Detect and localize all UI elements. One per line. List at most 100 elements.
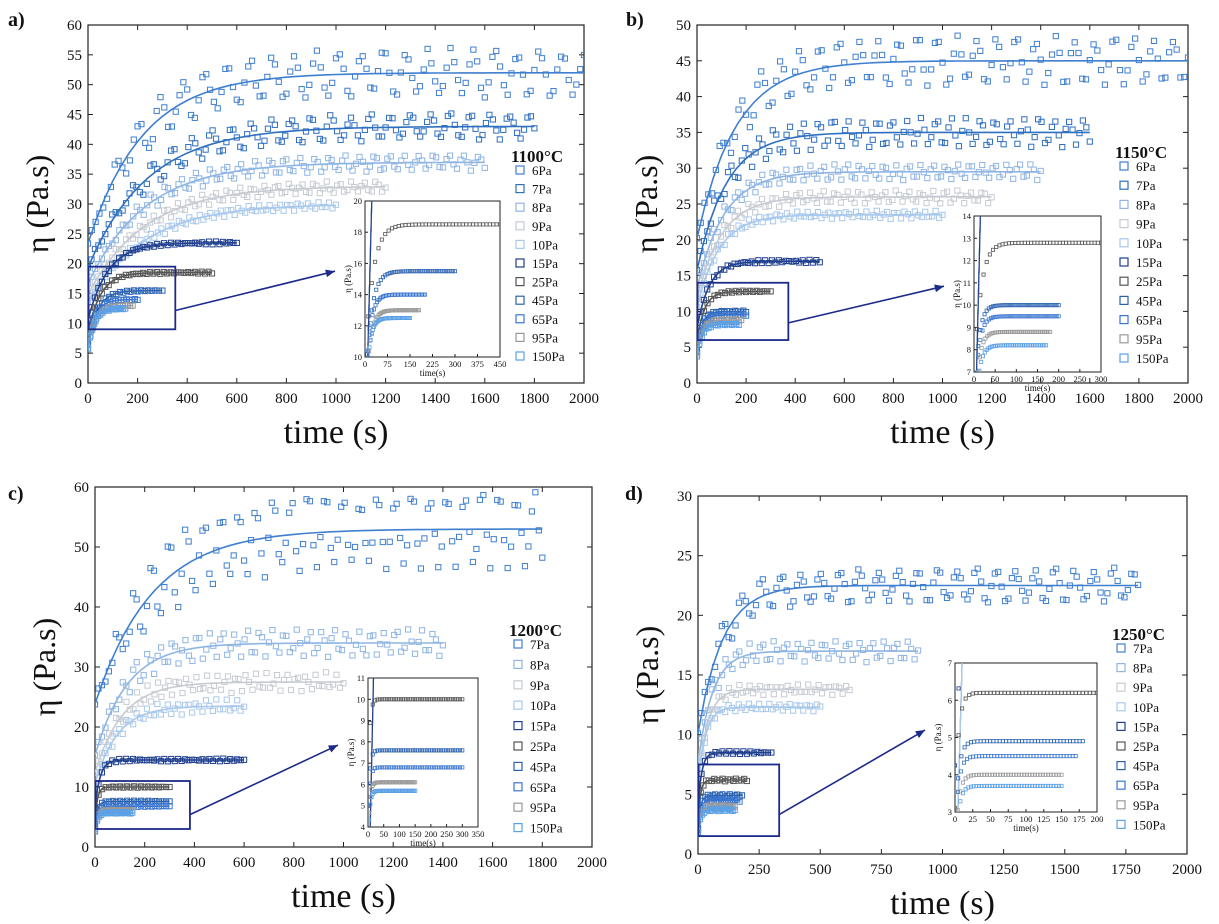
data-point-8Pa bbox=[234, 640, 241, 647]
inset-x-tick-label: 200 bbox=[1052, 374, 1065, 384]
data-point-6Pa bbox=[954, 32, 961, 39]
data-point-7Pa bbox=[848, 598, 855, 605]
inset-data-point-25Pa bbox=[383, 232, 388, 237]
data-point-9Pa bbox=[354, 188, 362, 195]
data-point-6Pa bbox=[871, 52, 878, 59]
legend-marker-icon bbox=[515, 351, 525, 361]
data-point-7Pa bbox=[330, 117, 337, 124]
inset-data-point-45Pa bbox=[375, 748, 380, 753]
data-point-8Pa bbox=[276, 169, 283, 176]
data-point-8Pa bbox=[1037, 167, 1044, 175]
data-point-7Pa bbox=[739, 592, 746, 599]
data-point-7Pa bbox=[921, 126, 928, 133]
data-point-6Pa bbox=[928, 66, 935, 73]
inset-data-point-25Pa bbox=[366, 314, 371, 319]
data-point-8Pa bbox=[872, 171, 879, 178]
data-point-7Pa bbox=[420, 128, 427, 135]
data-point-8Pa bbox=[738, 196, 745, 204]
data-point-9Pa bbox=[379, 188, 386, 195]
inset-data-point-65Pa bbox=[429, 765, 434, 770]
legend-marker-icon bbox=[1119, 219, 1129, 229]
data-point-7Pa bbox=[240, 145, 247, 152]
data-point-8Pa bbox=[328, 635, 335, 642]
inset-data-point-150Pa bbox=[369, 332, 374, 337]
data-point-9Pa bbox=[278, 190, 285, 197]
data-point-8Pa bbox=[831, 161, 838, 168]
data-point-7Pa bbox=[351, 122, 358, 129]
data-point-7Pa bbox=[532, 489, 539, 496]
data-point-7Pa bbox=[285, 120, 292, 128]
data-point-25Pa bbox=[700, 307, 708, 315]
inset-x-tick-label: 75 bbox=[383, 359, 392, 369]
legend-marker-icon bbox=[515, 258, 525, 268]
x-tick-label: 2000 bbox=[1172, 862, 1202, 878]
inset-data-point-150Pa bbox=[1043, 783, 1048, 788]
data-point-6Pa bbox=[149, 136, 156, 143]
data-point-8Pa bbox=[387, 153, 394, 160]
data-point-9Pa bbox=[207, 687, 214, 694]
data-point-9Pa bbox=[284, 671, 291, 678]
data-point-8Pa bbox=[168, 191, 175, 198]
inset-data-point-25Pa bbox=[377, 697, 382, 702]
inset-data-point-45Pa bbox=[999, 303, 1004, 308]
data-point-8Pa bbox=[845, 161, 852, 168]
panel-label: c) bbox=[8, 483, 24, 505]
data-point-10Pa bbox=[769, 218, 777, 225]
data-point-8Pa bbox=[436, 163, 443, 171]
data-point-6Pa bbox=[123, 170, 130, 177]
data-point-7Pa bbox=[340, 132, 348, 139]
inset-data-point-15Pa bbox=[1032, 606, 1035, 609]
data-point-9Pa bbox=[133, 689, 141, 696]
data-point-7Pa bbox=[790, 140, 797, 147]
x-tick-label: 200 bbox=[133, 855, 156, 871]
data-point-10Pa bbox=[168, 710, 175, 717]
inset-x-tick-label: 150 bbox=[409, 829, 422, 839]
data-point-6Pa bbox=[336, 51, 343, 58]
x-axis-label: time (s) bbox=[284, 414, 389, 451]
data-point-6Pa bbox=[405, 56, 412, 63]
data-point-7Pa bbox=[790, 598, 797, 605]
data-point-6Pa bbox=[1169, 38, 1176, 46]
inset-data-point-150Pa bbox=[1008, 783, 1013, 788]
x-tick-label: 750 bbox=[870, 862, 893, 878]
data-point-9Pa bbox=[167, 214, 175, 221]
inset-data-point-65Pa bbox=[434, 765, 439, 770]
data-point-7Pa bbox=[845, 598, 852, 606]
data-point-6Pa bbox=[195, 97, 202, 104]
data-point-8Pa bbox=[349, 652, 356, 659]
data-point-7Pa bbox=[1038, 118, 1045, 125]
inset-data-point-15Pa bbox=[1021, 606, 1024, 609]
inset-data-point-15Pa bbox=[985, 606, 988, 609]
inset-data-point-45Pa bbox=[980, 318, 985, 323]
inset-data-point-95Pa bbox=[367, 349, 372, 354]
data-point-7Pa bbox=[462, 497, 470, 504]
data-point-6Pa bbox=[466, 61, 473, 68]
inset-data-point-45Pa bbox=[396, 748, 401, 753]
data-point-8Pa bbox=[1006, 167, 1013, 174]
data-point-8Pa bbox=[418, 627, 426, 634]
legend-marker-icon bbox=[515, 314, 525, 324]
data-point-9Pa bbox=[817, 193, 824, 200]
data-point-8Pa bbox=[832, 638, 839, 645]
data-point-8Pa bbox=[224, 651, 231, 658]
inset-data-point-150Pa bbox=[1030, 783, 1035, 788]
data-point-8Pa bbox=[245, 173, 252, 180]
inset-y-tick-label: 5 bbox=[948, 733, 952, 743]
data-point-8Pa bbox=[140, 211, 147, 218]
data-point-7Pa bbox=[154, 603, 161, 610]
series-layer bbox=[95, 489, 546, 835]
y-tick-label: 50 bbox=[676, 18, 691, 34]
data-point-6Pa bbox=[435, 89, 443, 97]
inset-data-point-45Pa bbox=[453, 748, 458, 753]
data-point-8Pa bbox=[839, 656, 846, 664]
data-point-8Pa bbox=[342, 152, 349, 159]
data-point-8Pa bbox=[818, 641, 825, 648]
inset-data-point-45Pa bbox=[424, 748, 429, 753]
data-point-7Pa bbox=[161, 583, 168, 591]
data-point-8Pa bbox=[380, 629, 387, 637]
legend-entry: 8Pa bbox=[1136, 197, 1156, 212]
data-point-10Pa bbox=[762, 705, 770, 712]
data-point-6Pa bbox=[447, 44, 454, 52]
inset-data-point-95Pa bbox=[953, 848, 956, 851]
inset-data-point-150Pa bbox=[366, 355, 371, 357]
